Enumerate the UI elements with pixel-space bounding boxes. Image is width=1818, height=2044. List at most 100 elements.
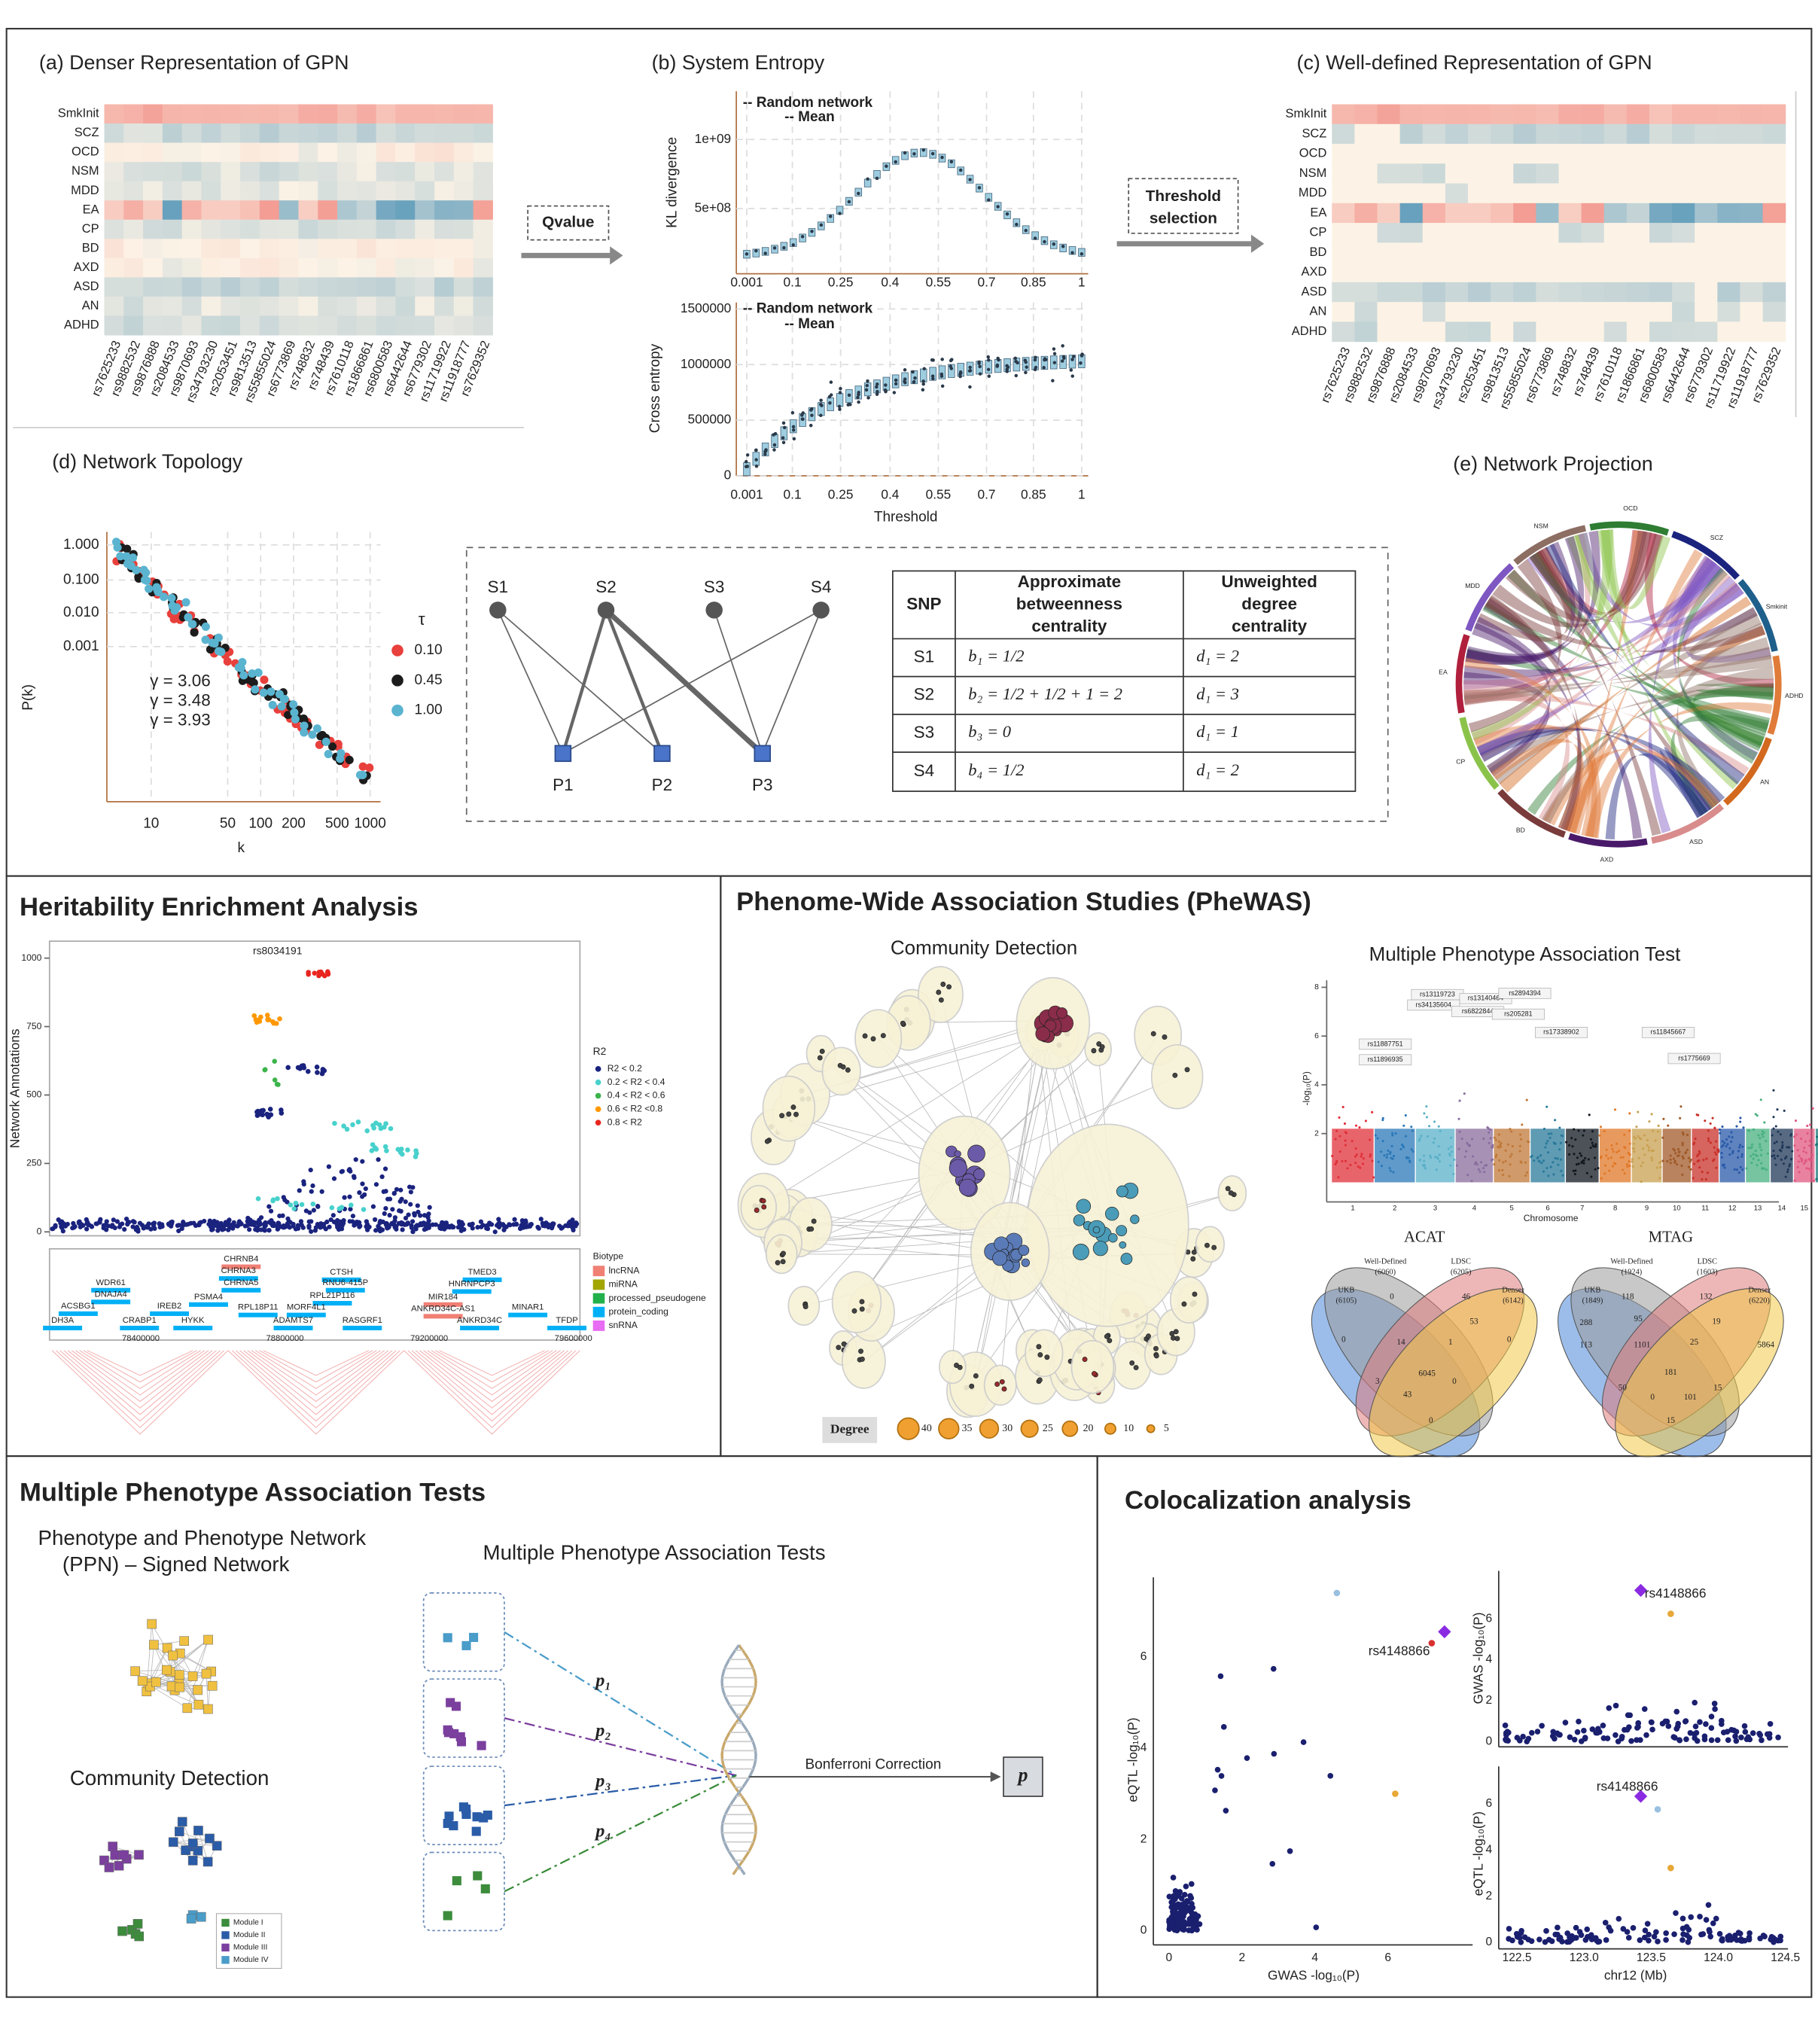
test-line	[504, 1631, 737, 1777]
chord	[1473, 723, 1597, 838]
heatmap-cell	[221, 181, 241, 201]
point	[1683, 1736, 1689, 1742]
legend-box	[822, 1417, 878, 1443]
point	[1774, 1125, 1777, 1128]
box	[948, 364, 955, 378]
venn-count: 46	[1462, 1292, 1471, 1301]
x-tick-label: 0.4	[881, 274, 899, 289]
point	[1594, 1729, 1600, 1736]
heatmap-cell	[337, 315, 358, 336]
edge	[172, 1655, 199, 1705]
point	[1119, 1241, 1127, 1249]
legend-marker	[595, 1092, 601, 1099]
heatmap-cell	[162, 219, 183, 239]
point	[760, 1198, 766, 1204]
heatmap-cell	[1399, 123, 1424, 145]
point	[246, 1221, 251, 1226]
x-tick-label: 0	[1166, 1951, 1173, 1964]
point	[361, 1207, 367, 1212]
point	[501, 1227, 507, 1232]
chord-label: OCD	[1623, 504, 1637, 512]
node	[201, 1668, 212, 1679]
point	[352, 1222, 358, 1227]
heatmap-cell	[221, 257, 241, 278]
manhattan-band	[1494, 1129, 1530, 1183]
point	[314, 1065, 320, 1070]
heatmap-cell	[1513, 163, 1536, 184]
legend-title: τ	[419, 610, 425, 629]
heatmap-cell	[356, 296, 377, 316]
heatmap-cell	[298, 277, 318, 297]
heatmap-cell	[143, 123, 163, 144]
point	[827, 394, 832, 399]
heatmap-cell	[1740, 163, 1764, 184]
point	[1682, 1718, 1689, 1725]
point	[1582, 1735, 1588, 1742]
x-tick-label: 500	[325, 815, 349, 831]
table-header: centrality	[1031, 617, 1107, 635]
heatmap-cell	[1445, 321, 1469, 343]
heatmap-cell	[1672, 282, 1695, 303]
point	[1613, 1108, 1617, 1111]
heatmap-cell	[104, 296, 124, 316]
community	[821, 1046, 861, 1096]
chord	[1600, 529, 1671, 610]
x-tick-label: 1	[1078, 487, 1086, 502]
box	[827, 214, 834, 223]
legend-label: 0.6 < R2 <0.8	[608, 1104, 663, 1114]
heatmap-cell	[1445, 163, 1469, 184]
point	[408, 1202, 413, 1207]
heatmap-cell	[298, 296, 318, 316]
point	[275, 1196, 280, 1202]
point	[394, 1226, 399, 1232]
point	[995, 363, 1000, 367]
point	[786, 1111, 792, 1117]
point	[1759, 1737, 1765, 1744]
point	[1576, 1718, 1582, 1725]
point	[1457, 1117, 1460, 1120]
heatmap-cell	[318, 315, 338, 336]
test-line	[504, 1774, 737, 1893]
heatmap-cell	[1672, 321, 1695, 343]
heatmap-cell	[318, 219, 338, 239]
gene-label: ANKRD34C	[457, 1316, 502, 1325]
point	[318, 730, 327, 740]
box	[1013, 218, 1021, 227]
heatmap-cell	[1332, 104, 1355, 125]
heatmap-cell	[1649, 104, 1673, 125]
gene	[221, 1264, 261, 1269]
heatmap-cell	[1626, 223, 1650, 243]
point	[1108, 1233, 1118, 1243]
heatmap-cell	[1491, 321, 1514, 343]
gene-label: CTSH	[330, 1268, 353, 1277]
point	[260, 675, 269, 684]
legend-marker	[938, 1418, 960, 1439]
point	[1759, 1098, 1762, 1101]
manhattan-band	[1815, 1129, 1818, 1183]
point	[206, 1221, 212, 1227]
chord	[1505, 533, 1664, 623]
point	[1133, 1365, 1139, 1371]
point	[1708, 1725, 1715, 1732]
point	[306, 971, 312, 977]
heatmap-cell	[143, 200, 163, 221]
heatmap-cell	[1603, 321, 1628, 343]
point	[1703, 1721, 1709, 1727]
x-tick-label: 124.0	[1704, 1951, 1733, 1964]
heatmap-cell	[1558, 262, 1582, 283]
table-cell: b₃ = 0	[968, 722, 1011, 741]
heatmap-cell	[201, 277, 221, 297]
point	[884, 383, 888, 387]
point	[478, 1219, 484, 1224]
point	[1371, 1110, 1374, 1113]
heatmap-cell	[104, 123, 124, 144]
point	[255, 1196, 261, 1202]
point	[819, 398, 823, 402]
point	[1212, 1787, 1218, 1793]
gene-label: CRABP1	[123, 1316, 157, 1325]
point	[884, 388, 888, 393]
node	[449, 1821, 458, 1831]
point	[427, 1205, 432, 1210]
point	[101, 1225, 106, 1231]
heatmap-cell	[123, 162, 144, 182]
